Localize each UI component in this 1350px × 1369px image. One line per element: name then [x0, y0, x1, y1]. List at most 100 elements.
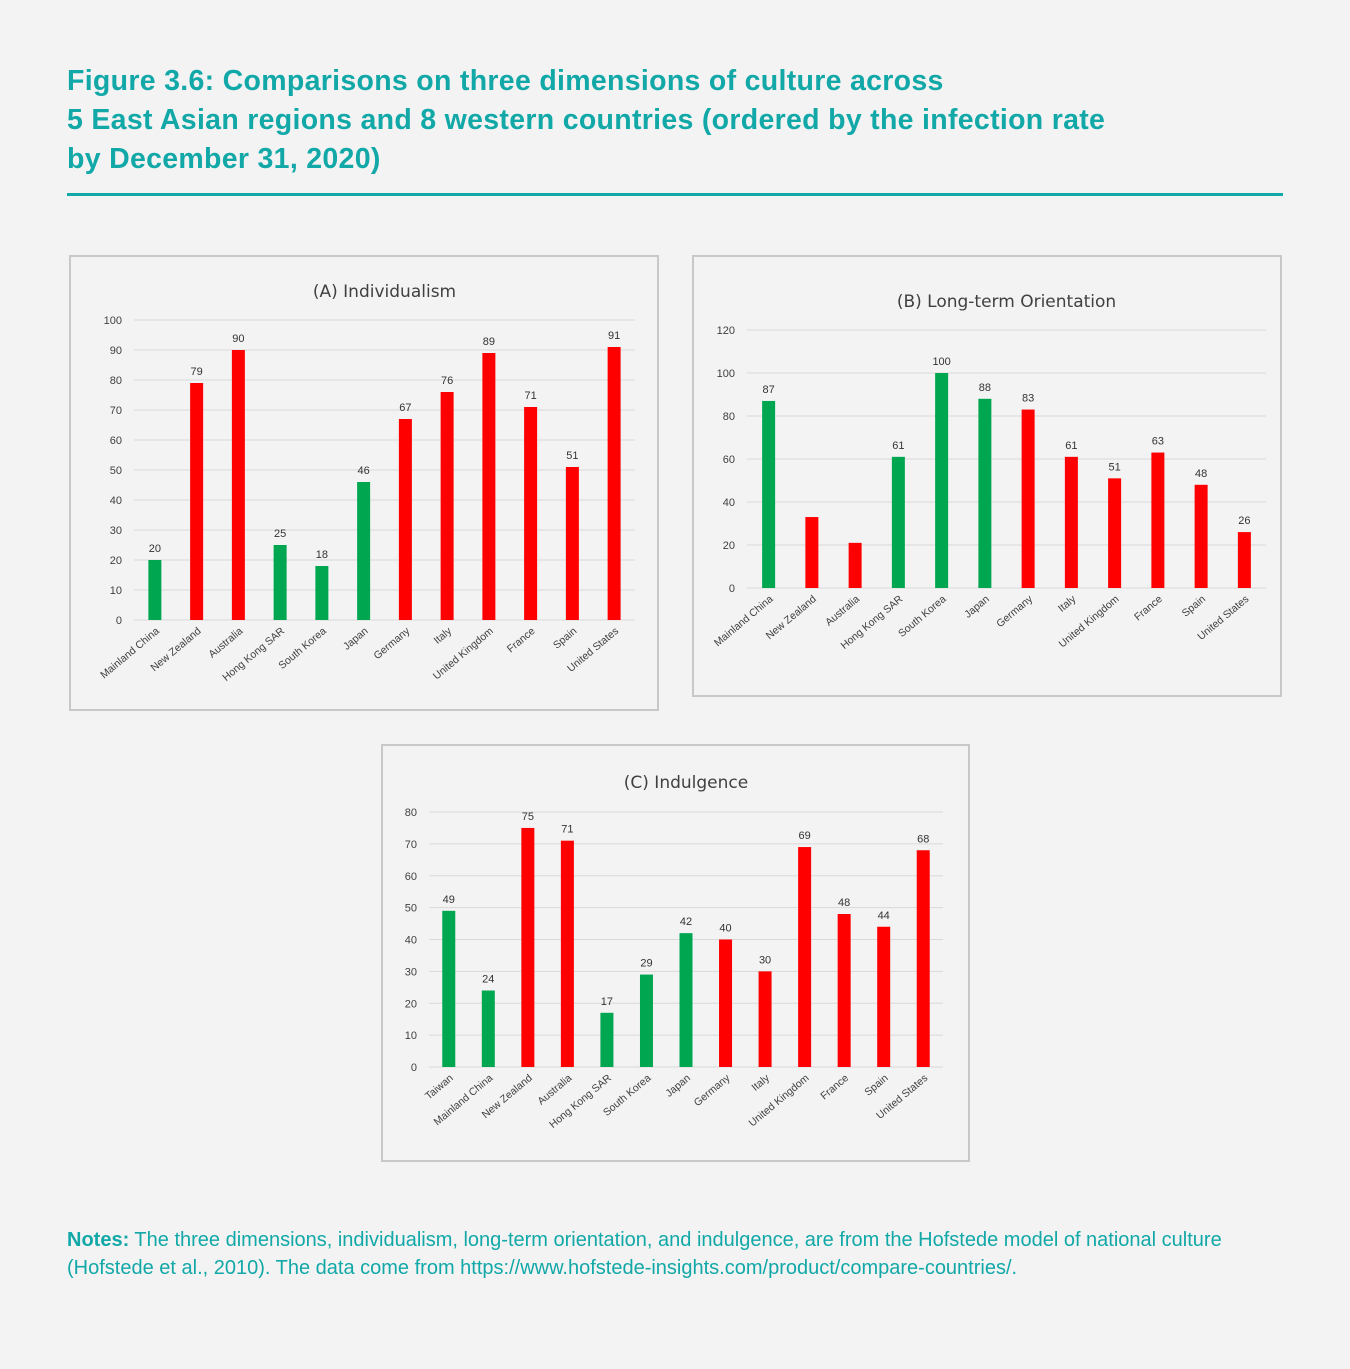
data-label: 100 — [932, 356, 950, 368]
y-tick-label: 40 — [405, 935, 417, 947]
bar — [148, 560, 162, 620]
bar — [481, 990, 495, 1067]
x-tick-label: Japan — [341, 625, 371, 653]
y-tick-label: 20 — [110, 555, 122, 567]
x-tick-label: Australia — [823, 593, 862, 629]
bar — [679, 933, 693, 1067]
data-label: 63 — [1152, 436, 1164, 448]
y-tick-label: 100 — [104, 315, 122, 327]
y-tick-label: 30 — [405, 966, 417, 978]
data-label: 20 — [149, 543, 161, 555]
data-label: 24 — [482, 974, 494, 986]
y-tick-label: 10 — [110, 585, 122, 597]
bar — [273, 545, 287, 620]
bar — [848, 542, 862, 588]
x-tick-label: Australia — [206, 625, 245, 661]
figure-title: Figure 3.6: Comparisons on three dimensi… — [67, 62, 1267, 179]
data-label: 90 — [232, 333, 244, 345]
y-tick-label: 50 — [405, 903, 417, 915]
bar — [315, 566, 329, 620]
bar — [1108, 478, 1122, 588]
bar — [482, 353, 496, 620]
y-tick-label: 60 — [110, 435, 122, 447]
bar — [565, 467, 579, 620]
y-tick-label: 120 — [717, 325, 735, 337]
bar — [440, 392, 454, 620]
data-label: 76 — [441, 375, 453, 387]
x-tick-label: Germany — [372, 625, 413, 662]
data-label: 75 — [522, 811, 534, 823]
data-label: 68 — [917, 833, 929, 845]
y-tick-label: 90 — [110, 345, 122, 357]
figure-notes: Notes: The three dimensions, individuali… — [67, 1227, 1227, 1282]
x-tick-label: Mainland China — [98, 625, 162, 681]
chart-svg: (A) Individualism 0 10 20 30 40 50 60 70 80 90 100 2… — [98, 282, 635, 684]
data-label: 51 — [1109, 461, 1121, 473]
y-tick-label: 80 — [723, 411, 735, 423]
data-label: 49 — [443, 894, 455, 906]
data-label: 48 — [1195, 468, 1207, 480]
data-label: 88 — [979, 382, 991, 394]
y-tick-label: 100 — [717, 368, 735, 380]
bar — [891, 456, 905, 588]
data-label: 61 — [1065, 440, 1077, 452]
y-tick-label: 80 — [405, 807, 417, 819]
bar — [442, 910, 456, 1067]
data-label: 29 — [640, 958, 652, 970]
bar — [916, 850, 930, 1067]
bar — [190, 383, 204, 620]
x-tick-label: France — [1132, 593, 1165, 623]
data-label: 30 — [759, 954, 771, 966]
bar — [837, 914, 851, 1067]
chart-individualism: (A) Individualism 0 10 20 30 40 50 60 70 80 90 100 2… — [69, 255, 659, 711]
x-tick-label: South Korea — [896, 593, 949, 640]
x-tick-label: Spain — [1180, 593, 1208, 620]
chart-indulgence: (C) Indulgence 0 10 20 30 40 50 60 70 80 49 Taiwan 2… — [381, 744, 970, 1162]
data-label: 25 — [274, 528, 286, 540]
data-label: 87 — [763, 384, 775, 396]
bar — [524, 407, 538, 620]
bar — [1237, 532, 1251, 588]
y-tick-label: 0 — [116, 615, 122, 627]
x-tick-label: Italy — [1056, 593, 1079, 615]
bar — [798, 847, 812, 1067]
title-line: Figure 3.6: Comparisons on three dimensi… — [67, 65, 944, 97]
bar — [978, 398, 992, 588]
x-tick-label: Germany — [692, 1072, 733, 1109]
y-tick-label: 70 — [405, 839, 417, 851]
bar — [877, 926, 891, 1067]
bar — [600, 1012, 614, 1067]
y-tick-label: 80 — [110, 375, 122, 387]
y-tick-label: 20 — [723, 540, 735, 552]
y-tick-label: 20 — [405, 998, 417, 1010]
bar — [639, 974, 653, 1067]
bar — [758, 971, 772, 1067]
y-tick-label: 30 — [110, 525, 122, 537]
bar — [357, 482, 371, 620]
chart-svg: (C) Indulgence 0 10 20 30 40 50 60 70 80 49 Taiwan 2… — [405, 773, 943, 1131]
data-label: 17 — [601, 996, 613, 1008]
y-tick-label: 10 — [405, 1030, 417, 1042]
y-tick-label: 60 — [405, 871, 417, 883]
y-tick-label: 70 — [110, 405, 122, 417]
data-label: 69 — [798, 830, 810, 842]
data-label: 44 — [878, 910, 890, 922]
bar — [1021, 409, 1035, 588]
data-label: 83 — [1022, 393, 1034, 405]
bar — [521, 827, 535, 1067]
x-tick-label: Mainland China — [712, 593, 776, 649]
bar — [607, 347, 621, 620]
title-divider — [67, 193, 1283, 196]
x-tick-label: Italy — [432, 625, 455, 647]
data-label: 91 — [608, 330, 620, 342]
x-tick-label: Japan — [962, 593, 992, 621]
x-tick-label: France — [505, 625, 538, 655]
y-tick-label: 0 — [729, 583, 735, 595]
chart-long-term-orientation: (B) Long-term Orientation 0 20 40 60 80 100 120… — [692, 255, 1282, 697]
chart-title: (B) Long-term Orientation — [897, 292, 1116, 312]
x-tick-label: Italy — [750, 1072, 773, 1094]
y-tick-label: 0 — [411, 1062, 417, 1074]
chart-svg: (B) Long-term Orientation 0 20 40 60 80 100 120… — [712, 292, 1266, 652]
data-label: 18 — [316, 549, 328, 561]
data-label: 26 — [1238, 515, 1250, 527]
